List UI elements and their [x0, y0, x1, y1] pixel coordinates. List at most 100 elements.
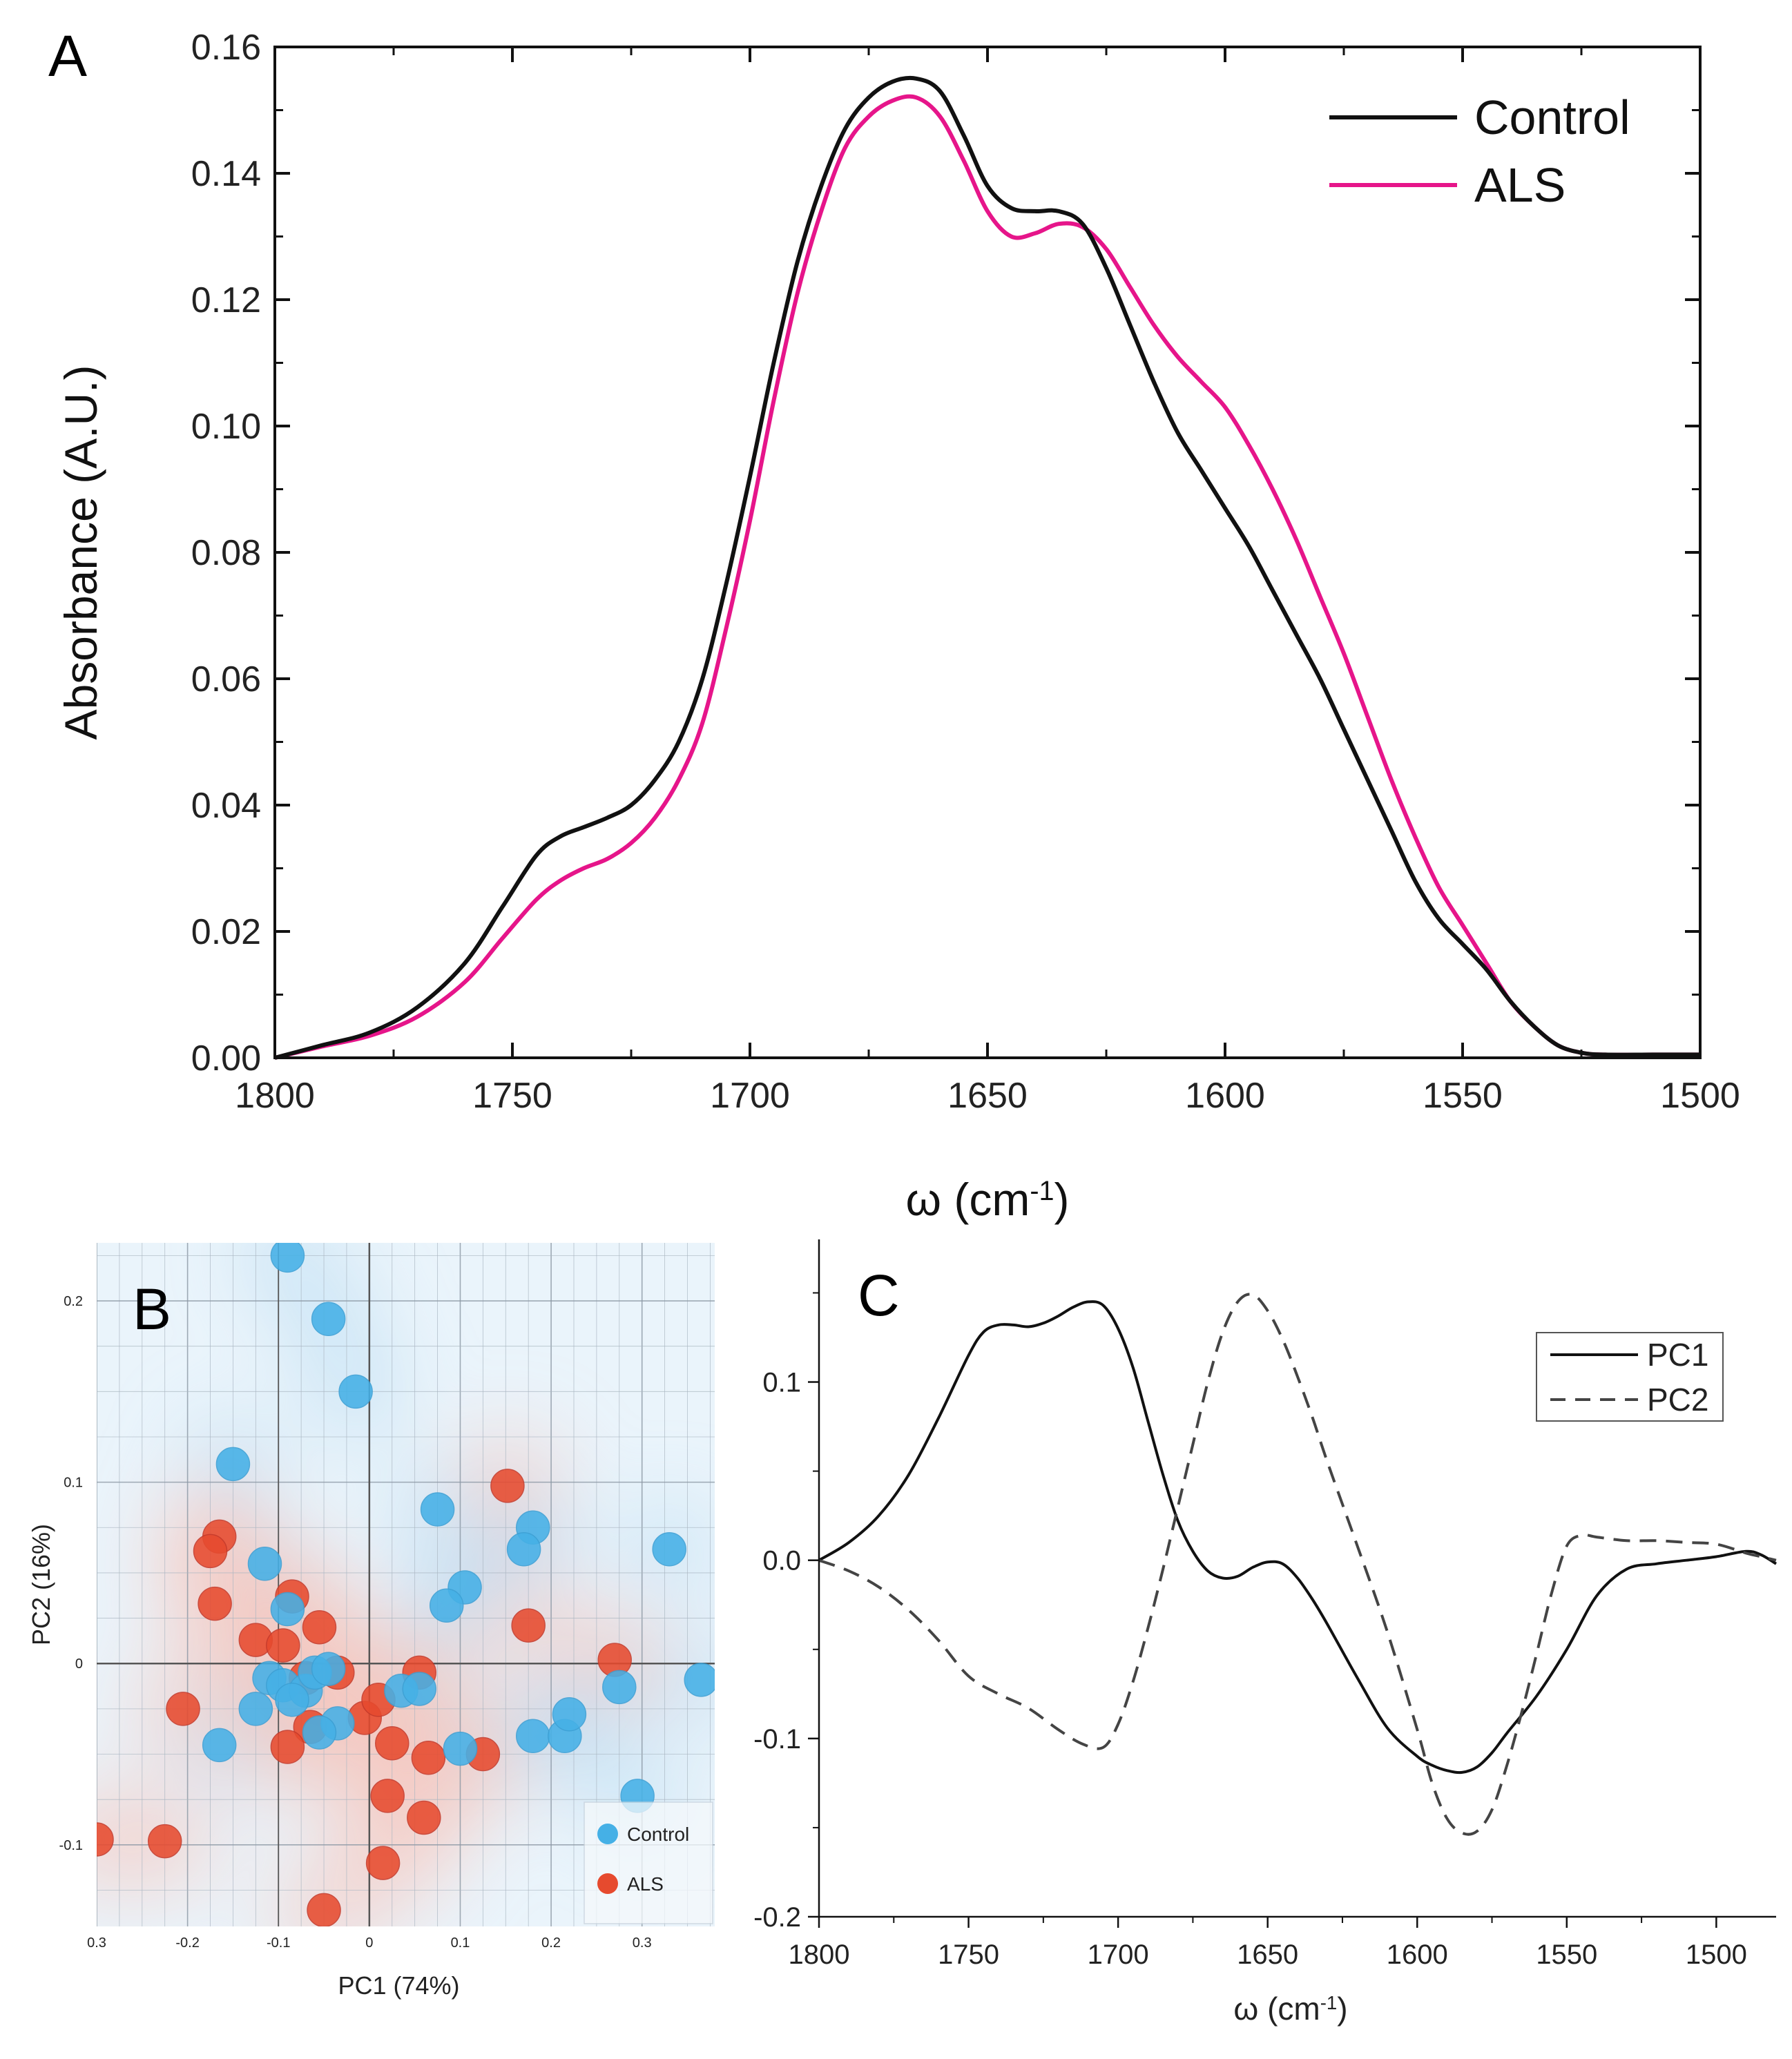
panel-c-y-tick-label: 0.1	[762, 1368, 801, 1398]
panel-c: C 1800 1750 1700 1650 1600 1550 1500 -0.2 -0.1 0.…	[753, 1239, 1777, 2027]
panel-c-y-tick-label: 0.0	[762, 1546, 801, 1576]
panel-a-y-axis-label: Absorbance (A.U.)	[55, 365, 106, 740]
panel-b-point-als	[307, 1893, 341, 1926]
panel-b-legend-swatch-control	[597, 1824, 618, 1844]
panel-a-legend-label-control: Control	[1474, 90, 1630, 144]
panel-b-x-tick-label: -0.1	[267, 1935, 290, 1951]
panel-a-y-tick-label: 0.02	[191, 912, 261, 952]
panel-b-point-control	[602, 1670, 637, 1705]
panel-b-point-control	[302, 1715, 337, 1750]
panel-c-x-tick-label: 1700	[1088, 1940, 1149, 1970]
panel-b-point-als	[365, 1846, 401, 1880]
panel-b-legend-box	[584, 1801, 713, 1924]
panel-b-y-tick-label: 0.2	[64, 1294, 83, 1309]
panel-b-point-control	[429, 1588, 464, 1623]
panel-b-point-als	[411, 1741, 446, 1775]
panel-b-point-als	[407, 1800, 441, 1835]
panel-b-point-als	[197, 1586, 232, 1621]
panel-a-x-tick-label: 1750	[472, 1076, 552, 1116]
panel-b-point-als	[370, 1779, 405, 1813]
panel-b-y-tick-label: 0	[75, 1656, 83, 1672]
panel-b-letter: B	[133, 1277, 171, 1342]
panel-a-y-tick-label: 0.08	[191, 533, 261, 573]
panel-c-letter: C	[858, 1263, 900, 1328]
panel-b-y-tick-label: 0.1	[64, 1476, 83, 1491]
panel-b-x-tick-label: 0.3	[633, 1935, 652, 1951]
panel-b-point-control	[270, 1243, 305, 1273]
panel-b-point-als	[166, 1692, 200, 1726]
panel-b-point-control	[247, 1547, 282, 1581]
panel-b-x-tick-label: 0.3	[87, 1935, 106, 1951]
panel-c-x-axis-label: ω (cm-1)	[1233, 1991, 1347, 2027]
panel-b-legend-swatch-als	[597, 1873, 618, 1894]
panel-a-x-tick-label: 1650	[947, 1076, 1028, 1116]
panel-a-x-tick-label: 1500	[1660, 1076, 1740, 1116]
panel-b-point-als	[490, 1469, 525, 1503]
panel-b-point-control	[402, 1672, 436, 1706]
panel-a-line-als	[274, 94, 1700, 1060]
panel-a-y-tick-label: 0.10	[191, 407, 261, 447]
panel-c-x-tick-label: 1750	[938, 1940, 999, 1970]
panel-c-legend-label-pc1: PC1	[1647, 1337, 1708, 1373]
panel-a-x-tick-label: 1550	[1423, 1076, 1503, 1116]
panel-a-y-tick-label: 0.12	[191, 280, 261, 320]
panel-b-legend: Control ALS	[584, 1801, 713, 1924]
panel-a-y-tick-label: 0.04	[191, 786, 261, 826]
panel-b-x-tick-label: -0.2	[175, 1935, 199, 1951]
panel-b-point-als	[375, 1726, 410, 1761]
panel-b-point-control	[443, 1731, 478, 1766]
panel-b-point-control	[684, 1663, 715, 1697]
panel-b-point-control	[516, 1719, 550, 1754]
panel-a-y-tick-label: 0.14	[191, 154, 261, 194]
panel-b-x-tick-label: 0	[365, 1935, 373, 1951]
panel-b-point-control	[215, 1447, 251, 1482]
panel-b-point-control	[202, 1728, 237, 1763]
panel-c-legend-label-pc2: PC2	[1647, 1382, 1708, 1418]
panel-b: B 0.3 -0.2 -0.1 0 0.1 0.2 0.3 -0.1 0 0.1 0.2 PC2 (…	[27, 1243, 715, 2000]
panel-a-x-tick-label: 1800	[235, 1076, 315, 1116]
panel-b-point-als	[147, 1824, 182, 1859]
panel-c-x-tick-label: 1550	[1536, 1940, 1597, 1970]
panel-a-legend-label-als: ALS	[1474, 158, 1565, 212]
panel-a-y-tick-label: 0.00	[191, 1038, 261, 1079]
panel-a-letter: A	[48, 23, 87, 88]
panel-c-legend-box	[1536, 1332, 1724, 1422]
panel-b-point-control	[338, 1374, 373, 1409]
panel-a-y-tick-label: 0.16	[191, 28, 261, 68]
panel-b-point-control	[275, 1683, 309, 1717]
panel-b-point-control	[311, 1652, 346, 1686]
panel-b-legend-label-als: ALS	[627, 1873, 664, 1895]
panel-b-point-control	[270, 1592, 305, 1627]
panel-b-y-axis-label: PC2 (16%)	[27, 1524, 55, 1645]
panel-c-line-pc1	[818, 1300, 1777, 1775]
panel-c-x-tick-label: 1800	[789, 1940, 850, 1970]
panel-c-y-tick-label: -0.2	[753, 1902, 801, 1933]
panel-b-point-als	[511, 1608, 546, 1643]
panel-b-y-tick-label: -0.1	[59, 1838, 83, 1853]
panel-b-point-als	[193, 1534, 228, 1569]
panel-b-point-control	[238, 1692, 273, 1726]
panel-b-point-als	[97, 1822, 114, 1857]
panel-b-point-als	[266, 1628, 300, 1663]
panel-b-point-control	[506, 1532, 541, 1567]
panel-b-point-control	[552, 1697, 587, 1732]
panel-b-x-axis-label: PC1 (74%)	[338, 1971, 459, 2000]
panel-a-y-tick-label: 0.06	[191, 659, 261, 699]
panel-c-line-pc2	[818, 1293, 1777, 1836]
panel-a: A 1800 1750 1700 1650 1600 1550 1500 0.00 0.02 0.…	[48, 23, 1740, 1225]
panel-c-y-tick-label: -0.1	[753, 1724, 801, 1754]
panel-b-point-als	[302, 1610, 337, 1645]
panel-c-x-tick-label: 1500	[1686, 1940, 1747, 1970]
panel-c-x-tick-label: 1650	[1237, 1940, 1298, 1970]
panel-a-line-control	[274, 75, 1700, 1060]
panel-b-point-control	[652, 1532, 686, 1567]
panel-b-point-als	[270, 1730, 305, 1764]
panel-b-x-tick-label: 0.2	[541, 1935, 561, 1951]
panel-b-point-control	[420, 1492, 455, 1527]
panel-a-x-axis-label: ω (cm-1)	[905, 1174, 1069, 1225]
panel-b-legend-label-control: Control	[627, 1824, 689, 1845]
panel-a-x-tick-label: 1700	[710, 1076, 790, 1116]
panel-b-x-tick-label: 0.1	[451, 1935, 470, 1951]
